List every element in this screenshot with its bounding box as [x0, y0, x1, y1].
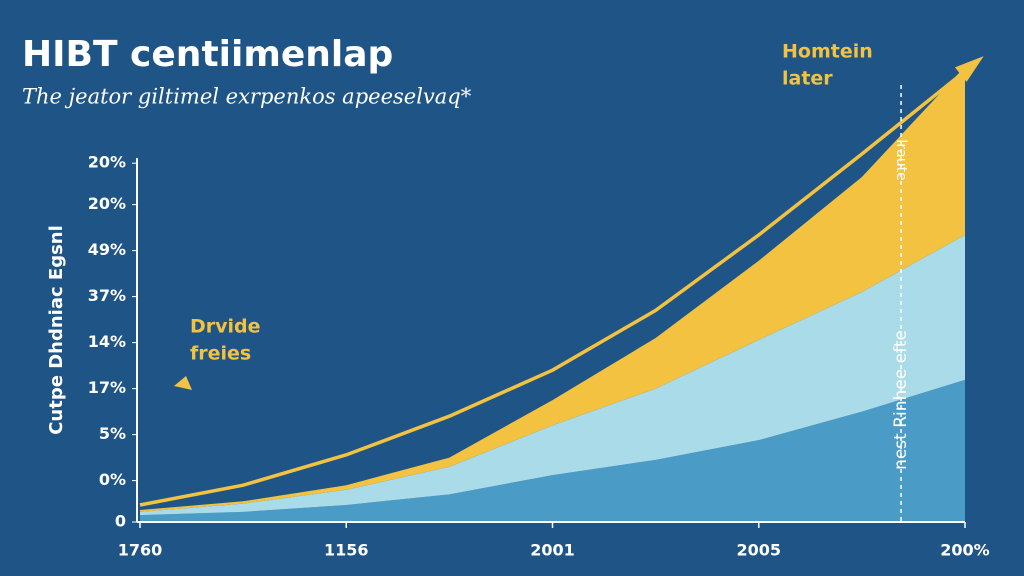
- x-tick-label: 1760: [118, 541, 163, 560]
- y-tick-label: 20%: [88, 153, 126, 172]
- area: [140, 234, 965, 516]
- annotation: Drvide: [190, 316, 261, 338]
- chart-title: HIBT centiimenlap: [22, 34, 393, 75]
- y-tick-label: 5%: [99, 424, 126, 443]
- y-tick-label: 49%: [88, 240, 126, 259]
- annotation-pointer: [174, 376, 192, 390]
- y-tick-label: 17%: [88, 378, 126, 397]
- line: [139, 69, 967, 507]
- marker-side-label: nest Rinhee efte: [891, 330, 911, 470]
- y-tick-label: 0: [115, 512, 126, 531]
- x-tick-label: 1156: [324, 541, 369, 560]
- y-tick-label: 20%: [88, 194, 126, 213]
- annotation: Homtein: [782, 41, 873, 63]
- y-tick-label: 0%: [99, 470, 126, 489]
- chart-subtitle: The jeator giltimel exrpenkos apeeselvaq…: [22, 85, 472, 109]
- y-tick-label: 37%: [88, 286, 126, 305]
- y-tick-label: 14%: [88, 332, 126, 351]
- area: [140, 379, 965, 522]
- marker-label: Iraute: [893, 139, 909, 180]
- x-tick-label: 2001: [530, 541, 575, 560]
- annotation: later: [782, 68, 833, 90]
- arrow-head: [954, 56, 984, 82]
- annotation: freies: [190, 343, 251, 365]
- area: [140, 66, 965, 512]
- x-tick-label: 200%: [940, 541, 989, 560]
- y-axis-label: Cutpe Dhdniac Egsnl: [46, 225, 67, 435]
- x-tick-label: 2005: [736, 541, 781, 560]
